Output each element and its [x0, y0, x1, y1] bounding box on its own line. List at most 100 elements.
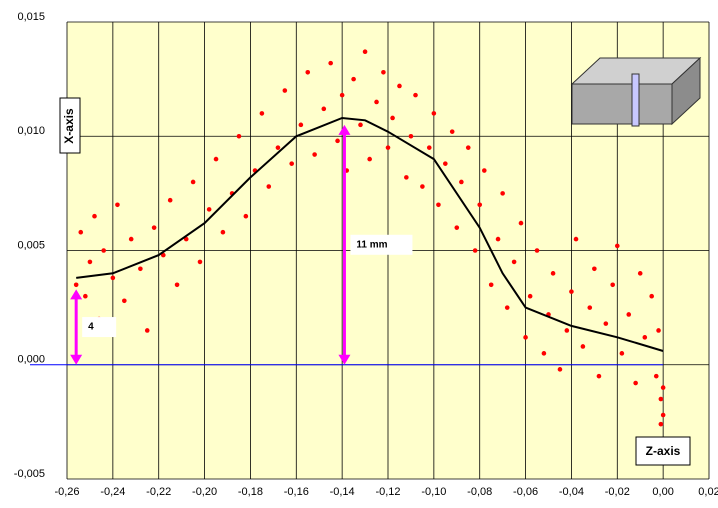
point	[351, 76, 356, 82]
point	[174, 282, 180, 288]
annotation-box	[82, 317, 117, 338]
annotation-box	[350, 234, 413, 255]
point	[527, 293, 533, 299]
point	[328, 60, 333, 66]
point	[592, 266, 597, 272]
point	[101, 248, 106, 253]
x-tick-label: -0,16	[284, 486, 309, 498]
arrow-head	[338, 354, 351, 365]
point	[523, 335, 528, 340]
point	[658, 421, 664, 427]
point	[658, 396, 664, 402]
point	[115, 202, 120, 208]
x-tick-label: 0,00	[652, 486, 673, 498]
point	[266, 184, 272, 189]
point	[465, 145, 471, 150]
y-axis-label: X-axis	[62, 108, 76, 144]
point	[596, 373, 602, 379]
y-tick-label: 0,010	[17, 125, 45, 137]
point	[660, 412, 666, 418]
point	[436, 202, 441, 208]
point	[443, 161, 448, 166]
point	[500, 191, 505, 196]
x-tick-label: -0,06	[513, 486, 538, 498]
point	[534, 248, 540, 253]
point	[381, 69, 386, 75]
fit-line	[76, 116, 664, 352]
point	[339, 92, 345, 98]
x-tick-label: -0,02	[605, 486, 630, 498]
arrow-head	[70, 354, 83, 365]
block-icon	[570, 56, 702, 127]
y-tick-label: 0,005	[17, 239, 45, 251]
point	[564, 328, 570, 333]
y-tick-label: 0,015	[17, 11, 45, 23]
x-tick-label: -0,22	[146, 486, 171, 498]
point	[454, 225, 460, 230]
point	[144, 328, 150, 333]
point	[390, 115, 395, 121]
point	[488, 282, 494, 288]
x-tick-label: 0,02	[698, 486, 718, 498]
x-axis-label: Z-axis	[646, 444, 681, 458]
point	[459, 179, 464, 185]
point	[587, 305, 593, 310]
point	[518, 220, 524, 226]
point	[305, 69, 311, 75]
point	[397, 83, 402, 89]
point	[649, 293, 654, 299]
point	[426, 145, 432, 150]
point	[335, 138, 340, 144]
point	[197, 259, 203, 265]
point	[637, 271, 643, 276]
point	[374, 99, 379, 105]
point	[404, 175, 409, 180]
point	[282, 88, 288, 93]
point	[557, 367, 563, 372]
point	[321, 106, 327, 112]
point	[431, 111, 437, 116]
point	[495, 236, 501, 242]
point	[642, 335, 648, 340]
point	[408, 133, 414, 139]
point	[633, 380, 638, 386]
point	[167, 197, 173, 203]
point	[220, 229, 226, 235]
x-tick-label: -0,24	[100, 486, 125, 498]
point	[573, 236, 579, 242]
point	[206, 207, 212, 212]
point	[161, 252, 166, 258]
point	[385, 145, 391, 150]
x-tick-label: -0,20	[192, 486, 217, 498]
point	[660, 385, 666, 390]
point	[420, 184, 425, 189]
point	[504, 305, 510, 310]
point	[110, 275, 116, 281]
point	[610, 282, 615, 288]
y-tick-label: 0,000	[17, 354, 45, 366]
point	[128, 236, 134, 242]
x-tick-label: -0,26	[54, 486, 79, 498]
x-tick-label: -0,14	[330, 486, 355, 498]
arrow-head	[70, 289, 83, 300]
point	[138, 266, 143, 272]
point	[213, 156, 219, 162]
y-tick-label: -0,005	[14, 468, 45, 480]
point	[653, 373, 659, 379]
point	[78, 229, 84, 235]
point	[243, 213, 249, 219]
point	[367, 156, 372, 162]
point	[569, 289, 574, 294]
point	[190, 179, 196, 185]
point	[358, 122, 363, 128]
y-axis-label-box	[59, 97, 81, 154]
point	[656, 328, 661, 333]
point	[614, 243, 620, 249]
point	[87, 259, 93, 265]
arrow-head	[338, 124, 351, 135]
point	[541, 351, 547, 356]
point	[619, 351, 625, 356]
point	[603, 321, 609, 326]
point	[511, 259, 517, 265]
